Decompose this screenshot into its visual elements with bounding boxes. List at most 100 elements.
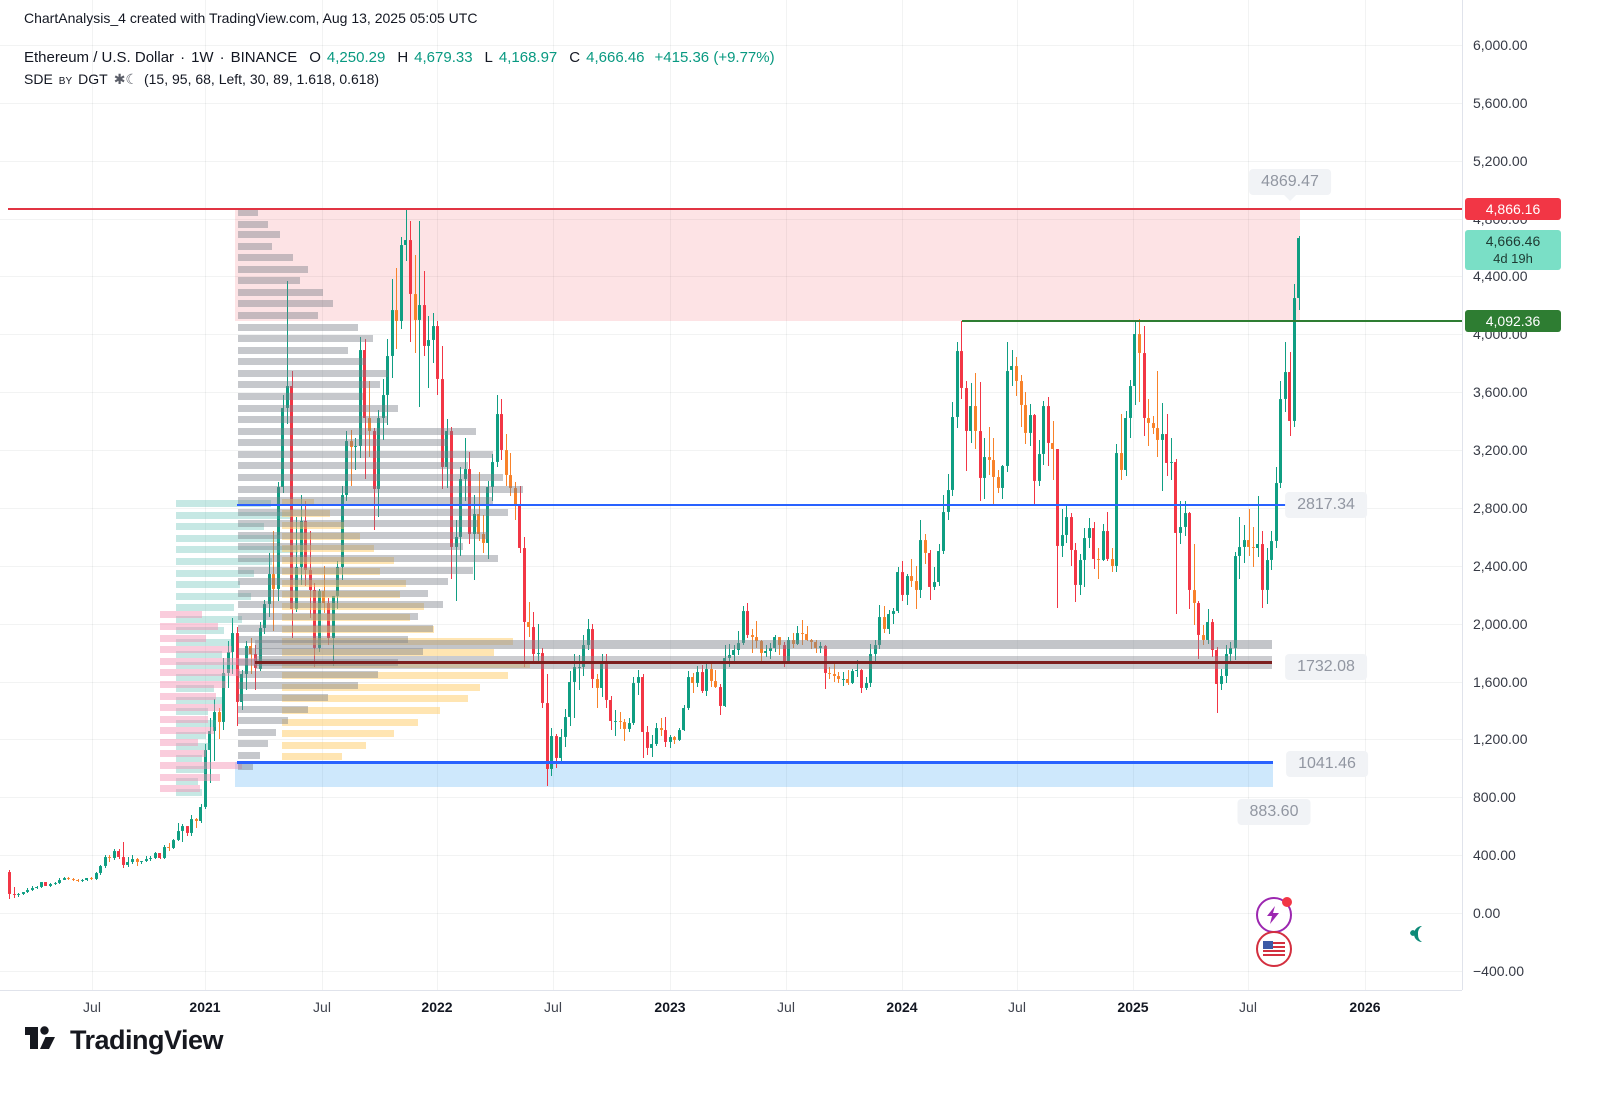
candle-row[interactable] <box>846 678 850 683</box>
price-axis-tick[interactable]: 1,600.00 <box>1473 673 1528 690</box>
level-price-label[interactable]: 2817.34 <box>1285 492 1367 518</box>
price-axis-tick[interactable]: 3,200.00 <box>1473 442 1528 459</box>
candle-row[interactable] <box>358 350 362 447</box>
price-level-line[interactable] <box>962 319 1462 322</box>
candle-row[interactable] <box>468 468 472 534</box>
price-axis-tick[interactable]: 6,000.00 <box>1473 37 1528 53</box>
candle-row[interactable] <box>951 416 955 490</box>
candle-row[interactable] <box>559 737 563 759</box>
candle-row[interactable] <box>686 677 690 709</box>
candle-row[interactable] <box>1178 526 1182 533</box>
candle-row[interactable] <box>112 850 116 859</box>
candle-row[interactable] <box>1001 465 1005 488</box>
candle-row[interactable] <box>349 440 353 448</box>
candle-row[interactable] <box>135 859 139 862</box>
candle-row[interactable] <box>281 408 285 487</box>
candle-row[interactable] <box>90 878 93 880</box>
candle-row[interactable] <box>891 611 895 615</box>
time-axis-year-tick[interactable]: 2022 <box>421 999 453 1015</box>
candle-row[interactable] <box>144 859 148 861</box>
candle-row[interactable] <box>718 686 722 707</box>
candle-row[interactable] <box>1115 452 1119 566</box>
candle-row[interactable] <box>550 735 554 770</box>
candle-row[interactable] <box>1069 516 1073 550</box>
candle-row[interactable] <box>645 732 649 749</box>
candle-row[interactable] <box>17 894 21 896</box>
candle-row[interactable] <box>486 486 490 544</box>
candle-row[interactable] <box>778 637 782 645</box>
candle-row[interactable] <box>613 720 617 722</box>
candle-row[interactable] <box>768 648 772 652</box>
candle-row[interactable] <box>787 639 791 662</box>
candle-row[interactable] <box>828 672 832 675</box>
candle-row[interactable] <box>809 639 813 642</box>
candle-row[interactable] <box>668 736 672 742</box>
candle-row[interactable] <box>641 677 645 733</box>
candle-row[interactable] <box>194 818 198 821</box>
candle-row[interactable] <box>140 860 144 862</box>
candle-row[interactable] <box>408 240 412 294</box>
candle-row[interactable] <box>1251 546 1255 549</box>
candle-row[interactable] <box>727 655 731 658</box>
candle-row[interactable] <box>58 879 62 883</box>
candle-row[interactable] <box>117 850 121 858</box>
price-axis-tick[interactable]: 2,400.00 <box>1473 557 1528 574</box>
candle-row[interactable] <box>181 825 185 831</box>
candle-row[interactable] <box>1124 418 1128 471</box>
candle-row[interactable] <box>928 552 932 587</box>
candle-row[interactable] <box>30 888 34 891</box>
candle-row[interactable] <box>791 639 795 644</box>
time-axis-month-tick[interactable]: Jul <box>1008 999 1026 1015</box>
candle-row[interactable] <box>172 839 176 849</box>
candle-row[interactable] <box>755 637 759 642</box>
candle-row[interactable] <box>295 567 299 610</box>
candle-row[interactable] <box>53 882 57 885</box>
price-level-badge[interactable]: 4,866.16 <box>1465 198 1561 221</box>
price-axis-tick[interactable]: 2,800.00 <box>1473 499 1528 516</box>
time-axis-year-tick[interactable]: 2026 <box>1349 999 1381 1015</box>
price-axis-tick[interactable]: 1,200.00 <box>1473 731 1528 748</box>
candle-row[interactable] <box>650 743 654 749</box>
candle-row[interactable] <box>418 305 422 320</box>
time-axis-year-tick[interactable]: 2021 <box>189 999 221 1015</box>
level-price-label[interactable]: 4869.47 <box>1249 169 1331 201</box>
candle-row[interactable] <box>126 862 130 865</box>
time-axis-month-tick[interactable]: Jul <box>1239 999 1257 1015</box>
candle-row[interactable] <box>1288 371 1292 422</box>
candle-row[interactable] <box>586 628 590 646</box>
candle-row[interactable] <box>85 878 89 881</box>
tradingview-logo[interactable]: TradingView <box>24 1024 224 1057</box>
candle-row[interactable] <box>162 847 166 858</box>
candle-row[interactable] <box>860 669 864 689</box>
candle-row[interactable] <box>1215 649 1219 684</box>
candle-row[interactable] <box>600 664 604 689</box>
candle-row[interactable] <box>459 479 463 537</box>
candle-row[interactable] <box>1137 333 1141 354</box>
candle-row[interactable] <box>1078 560 1082 585</box>
price-axis-tick[interactable]: 3,600.00 <box>1473 384 1528 401</box>
candle-row[interactable] <box>923 539 927 553</box>
candle-row[interactable] <box>960 350 964 388</box>
candle-row[interactable] <box>691 677 695 683</box>
candle-row[interactable] <box>1147 418 1151 423</box>
candle-row[interactable] <box>1219 675 1223 684</box>
candle-row[interactable] <box>819 646 823 649</box>
candle-row[interactable] <box>1165 434 1169 464</box>
candle-row[interactable] <box>1265 560 1269 591</box>
candle-row[interactable] <box>1297 237 1301 299</box>
candle-row[interactable] <box>905 575 909 595</box>
candle-row[interactable] <box>1238 546 1242 556</box>
price-axis-tick[interactable]: 5,600.00 <box>1473 94 1528 111</box>
candle-row[interactable] <box>527 622 531 628</box>
candle-row[interactable] <box>1188 512 1192 591</box>
candle-row[interactable] <box>1206 622 1210 640</box>
candle-row[interactable] <box>472 513 476 534</box>
candle-row[interactable] <box>263 604 267 628</box>
candle-row[interactable] <box>896 572 900 612</box>
us-flag-icon[interactable] <box>1256 931 1292 967</box>
candle-row[interactable] <box>955 350 959 417</box>
time-axis-month-tick[interactable]: Jul <box>544 999 562 1015</box>
candle-row[interactable] <box>978 431 982 478</box>
candle-row[interactable] <box>563 716 567 738</box>
candle-row[interactable] <box>1010 366 1014 371</box>
